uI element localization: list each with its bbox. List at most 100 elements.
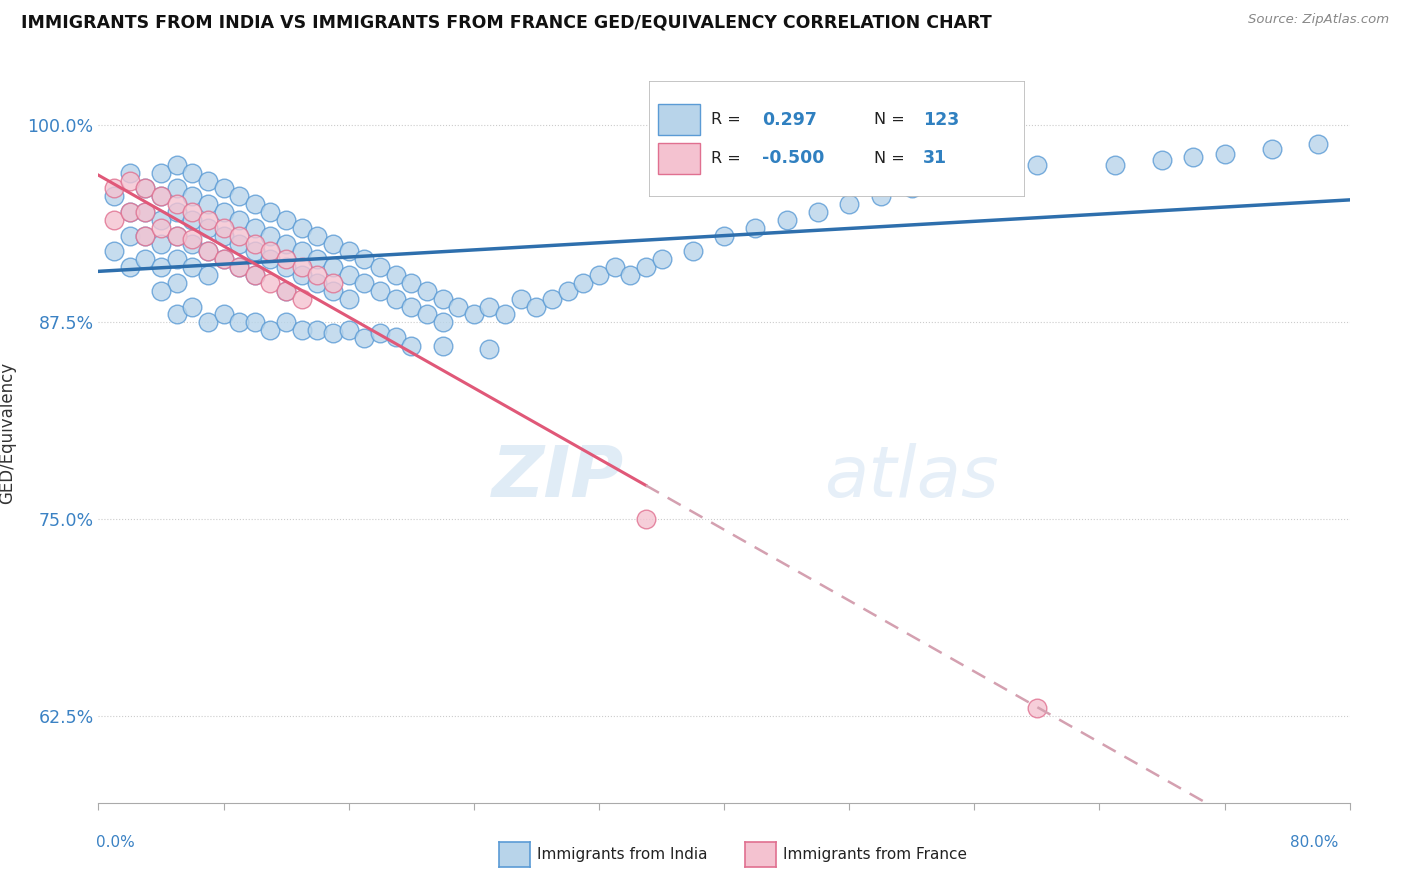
Text: 0.0%: 0.0% — [96, 836, 135, 850]
Point — [150, 213, 173, 227]
Text: atlas: atlas — [824, 442, 998, 511]
Point — [274, 315, 298, 329]
Point — [212, 220, 235, 235]
Point — [478, 342, 501, 356]
Point — [166, 252, 188, 267]
Point — [744, 220, 766, 235]
Point — [197, 315, 219, 329]
Point — [353, 276, 375, 290]
Point — [776, 213, 799, 227]
Point — [1308, 137, 1330, 152]
Point — [212, 205, 235, 219]
Point — [243, 236, 266, 251]
Point — [103, 189, 125, 203]
Point — [166, 228, 188, 243]
Point — [322, 260, 344, 275]
Point — [228, 260, 250, 275]
Point — [274, 213, 298, 227]
Text: 80.0%: 80.0% — [1291, 836, 1339, 850]
Point — [134, 228, 156, 243]
Point — [384, 329, 406, 343]
Point — [197, 213, 219, 227]
Text: Immigrants from France: Immigrants from France — [783, 847, 967, 862]
Point — [259, 252, 281, 267]
Point — [197, 173, 219, 187]
Point — [212, 308, 235, 322]
Point — [228, 236, 250, 251]
Point — [368, 260, 391, 275]
Point — [212, 252, 235, 267]
Point — [166, 197, 188, 211]
Point — [322, 276, 344, 290]
Text: IMMIGRANTS FROM INDIA VS IMMIGRANTS FROM FRANCE GED/EQUIVALENCY CORRELATION CHAR: IMMIGRANTS FROM INDIA VS IMMIGRANTS FROM… — [21, 13, 991, 31]
Point — [212, 228, 235, 243]
Point — [416, 308, 439, 322]
Point — [181, 166, 204, 180]
Point — [337, 292, 360, 306]
Point — [274, 236, 298, 251]
Point — [197, 244, 219, 259]
Point — [838, 197, 860, 211]
Point — [1260, 142, 1282, 156]
Point — [197, 268, 219, 282]
Point — [1152, 153, 1174, 167]
Point — [150, 220, 173, 235]
Point — [166, 181, 188, 195]
Point — [588, 268, 610, 282]
Point — [150, 189, 173, 203]
Point — [166, 308, 188, 322]
Point — [103, 244, 125, 259]
Point — [307, 323, 329, 337]
Point — [181, 189, 204, 203]
Point — [228, 228, 250, 243]
Point — [307, 228, 329, 243]
Point — [212, 252, 235, 267]
Point — [353, 252, 375, 267]
Point — [243, 315, 266, 329]
Point — [150, 236, 173, 251]
Point — [181, 300, 204, 314]
Point — [713, 228, 735, 243]
Point — [134, 205, 156, 219]
Point — [682, 244, 704, 259]
Point — [494, 308, 516, 322]
Text: ZIP: ZIP — [492, 442, 624, 511]
Point — [368, 284, 391, 298]
Point — [259, 276, 281, 290]
Point — [572, 276, 595, 290]
Point — [181, 232, 204, 246]
Point — [134, 181, 156, 195]
Point — [150, 260, 173, 275]
Point — [134, 228, 156, 243]
Point — [118, 173, 141, 187]
Point — [463, 308, 485, 322]
Point — [619, 268, 641, 282]
Point — [181, 213, 204, 227]
Point — [243, 268, 266, 282]
Point — [259, 323, 281, 337]
Point — [197, 244, 219, 259]
Point — [291, 268, 314, 282]
Point — [994, 166, 1017, 180]
Point — [259, 205, 281, 219]
Point — [274, 260, 298, 275]
Point — [291, 260, 314, 275]
Point — [118, 228, 141, 243]
Point — [322, 284, 344, 298]
Point — [1026, 701, 1049, 715]
Point — [1104, 158, 1126, 172]
Point — [291, 323, 314, 337]
Point — [197, 197, 219, 211]
Point — [526, 300, 548, 314]
Point — [478, 300, 501, 314]
Point — [416, 284, 439, 298]
Point — [603, 260, 626, 275]
Point — [181, 260, 204, 275]
Point — [274, 252, 298, 267]
Point — [197, 220, 219, 235]
Point — [228, 189, 250, 203]
Point — [322, 326, 344, 341]
Point — [337, 323, 360, 337]
Point — [447, 300, 470, 314]
Point — [432, 315, 454, 329]
